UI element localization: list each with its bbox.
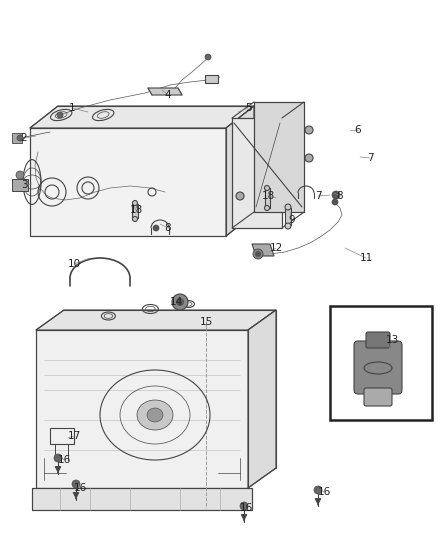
Circle shape (153, 225, 159, 231)
Circle shape (253, 249, 263, 259)
Polygon shape (36, 330, 248, 488)
Circle shape (133, 200, 138, 206)
FancyBboxPatch shape (364, 388, 392, 406)
Circle shape (305, 126, 313, 134)
Text: 18: 18 (261, 191, 275, 201)
Circle shape (54, 454, 62, 462)
Circle shape (236, 192, 244, 200)
Polygon shape (254, 102, 304, 212)
Polygon shape (226, 106, 254, 236)
Text: 10: 10 (67, 259, 81, 269)
FancyBboxPatch shape (354, 341, 402, 394)
Text: 9: 9 (289, 215, 295, 225)
Text: 18: 18 (129, 205, 143, 215)
Polygon shape (30, 106, 254, 128)
Text: 4: 4 (165, 90, 171, 100)
Circle shape (265, 206, 269, 211)
Circle shape (332, 191, 340, 199)
Text: 7: 7 (367, 153, 373, 163)
Text: 15: 15 (199, 317, 212, 327)
Circle shape (133, 216, 138, 222)
Polygon shape (12, 133, 22, 143)
Text: 6: 6 (355, 125, 361, 135)
Text: 11: 11 (359, 253, 373, 263)
Polygon shape (265, 188, 270, 208)
Text: 16: 16 (57, 455, 71, 465)
Polygon shape (232, 118, 282, 228)
Text: 12: 12 (269, 243, 283, 253)
Bar (330, 306, 432, 420)
Text: 16: 16 (74, 483, 87, 493)
Circle shape (285, 223, 291, 229)
Text: 14: 14 (170, 297, 183, 307)
Polygon shape (252, 244, 274, 256)
Circle shape (265, 185, 269, 190)
Polygon shape (36, 310, 276, 330)
Text: 3: 3 (21, 180, 27, 190)
Text: 7: 7 (314, 191, 321, 201)
Circle shape (314, 486, 322, 494)
Ellipse shape (147, 408, 163, 422)
Circle shape (332, 199, 338, 205)
Text: 8: 8 (337, 191, 343, 201)
Circle shape (205, 54, 211, 60)
Circle shape (305, 154, 313, 162)
Text: 13: 13 (385, 335, 399, 345)
Text: 17: 17 (67, 431, 81, 441)
Ellipse shape (137, 400, 173, 430)
Text: 2: 2 (21, 133, 27, 143)
Circle shape (285, 204, 291, 210)
Circle shape (57, 112, 63, 118)
Text: 16: 16 (240, 503, 253, 513)
Text: 16: 16 (318, 487, 331, 497)
Polygon shape (30, 128, 226, 236)
Circle shape (17, 135, 23, 141)
Polygon shape (12, 179, 28, 191)
Polygon shape (248, 310, 276, 488)
Circle shape (172, 294, 188, 310)
Circle shape (255, 251, 261, 257)
Text: 1: 1 (69, 103, 75, 113)
Polygon shape (32, 488, 252, 510)
FancyBboxPatch shape (366, 332, 390, 348)
Polygon shape (132, 204, 138, 218)
Polygon shape (205, 75, 218, 83)
Circle shape (176, 298, 184, 306)
Text: 5: 5 (245, 103, 251, 113)
Polygon shape (285, 208, 291, 225)
Text: 8: 8 (165, 223, 171, 233)
Circle shape (240, 502, 248, 510)
Circle shape (72, 480, 80, 488)
Circle shape (16, 171, 24, 179)
Polygon shape (148, 88, 182, 95)
